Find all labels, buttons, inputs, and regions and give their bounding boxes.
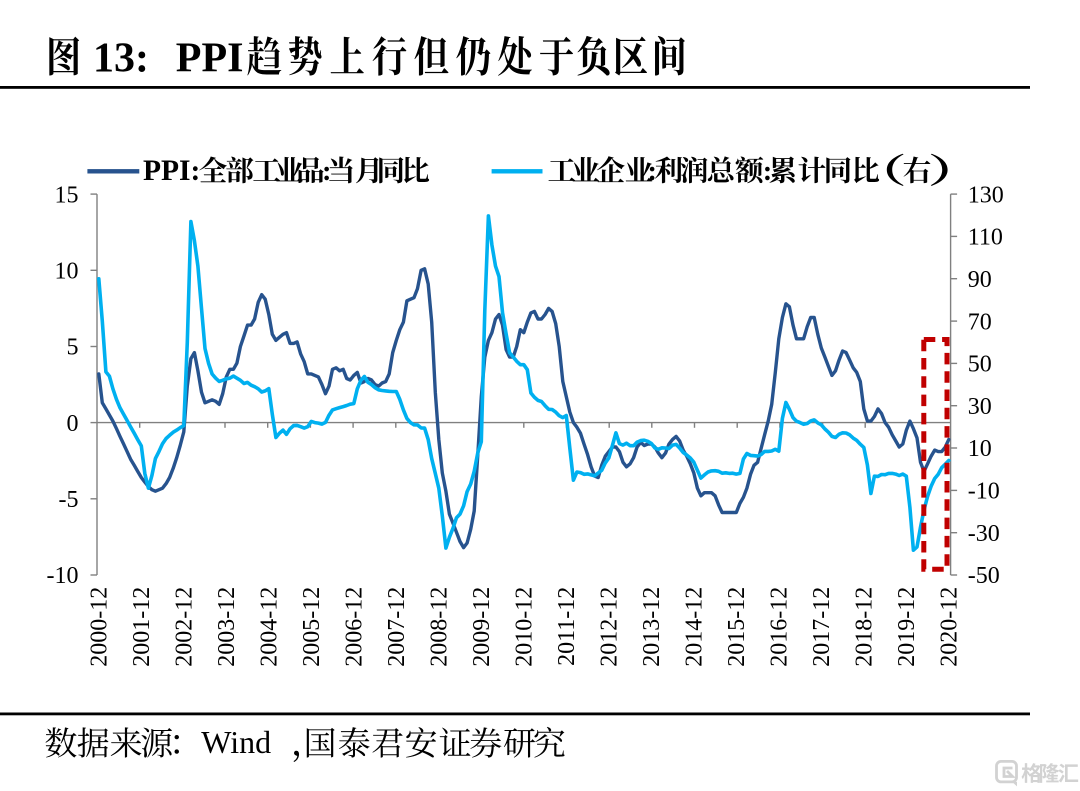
svg-text:2014-12: 2014-12 bbox=[682, 587, 708, 667]
svg-text:-10: -10 bbox=[47, 563, 79, 589]
svg-text:PPI:: PPI: bbox=[143, 155, 200, 187]
svg-text:-5: -5 bbox=[59, 487, 79, 513]
svg-text:2016-12: 2016-12 bbox=[767, 587, 793, 667]
svg-text:2018-12: 2018-12 bbox=[852, 587, 878, 667]
svg-text:2004-12: 2004-12 bbox=[257, 587, 283, 667]
svg-text:2009-12: 2009-12 bbox=[469, 587, 495, 667]
svg-text:Wind: Wind bbox=[201, 724, 271, 760]
svg-text:2001-12: 2001-12 bbox=[129, 587, 155, 667]
svg-text:2003-12: 2003-12 bbox=[214, 587, 240, 667]
svg-text:10: 10 bbox=[55, 259, 79, 285]
svg-text:15: 15 bbox=[55, 182, 79, 208]
svg-text:PPI: PPI bbox=[176, 35, 244, 81]
svg-text:110: 110 bbox=[968, 225, 1003, 251]
svg-text:2012-12: 2012-12 bbox=[597, 587, 623, 667]
svg-text:70: 70 bbox=[968, 309, 992, 335]
svg-text:2002-12: 2002-12 bbox=[172, 587, 198, 667]
svg-text:2005-12: 2005-12 bbox=[299, 587, 325, 667]
svg-text:2007-12: 2007-12 bbox=[384, 587, 410, 667]
svg-text:90: 90 bbox=[968, 267, 992, 293]
svg-text:2006-12: 2006-12 bbox=[342, 587, 368, 667]
svg-text:2020-12: 2020-12 bbox=[937, 587, 963, 667]
svg-text:2010-12: 2010-12 bbox=[512, 587, 538, 667]
svg-text:50: 50 bbox=[968, 352, 992, 378]
svg-text:-10: -10 bbox=[968, 479, 1000, 505]
svg-text:13:: 13: bbox=[93, 35, 149, 81]
svg-text::: : bbox=[322, 156, 332, 187]
svg-text:5: 5 bbox=[67, 335, 79, 361]
svg-text:-30: -30 bbox=[968, 521, 1000, 547]
svg-text:0: 0 bbox=[67, 411, 79, 437]
svg-text:2000-12: 2000-12 bbox=[87, 587, 113, 667]
svg-text:10: 10 bbox=[968, 436, 992, 462]
svg-text::: : bbox=[763, 156, 773, 187]
svg-text:2011-12: 2011-12 bbox=[554, 587, 580, 666]
svg-text:2015-12: 2015-12 bbox=[724, 587, 750, 667]
svg-text:2017-12: 2017-12 bbox=[809, 587, 835, 667]
svg-text:30: 30 bbox=[968, 394, 992, 420]
svg-text:2013-12: 2013-12 bbox=[639, 587, 665, 667]
svg-text:2019-12: 2019-12 bbox=[894, 587, 920, 667]
svg-text:2008-12: 2008-12 bbox=[427, 587, 453, 667]
svg-text:130: 130 bbox=[968, 182, 1004, 208]
svg-text:-50: -50 bbox=[968, 563, 1000, 589]
svg-text::: : bbox=[648, 156, 658, 187]
